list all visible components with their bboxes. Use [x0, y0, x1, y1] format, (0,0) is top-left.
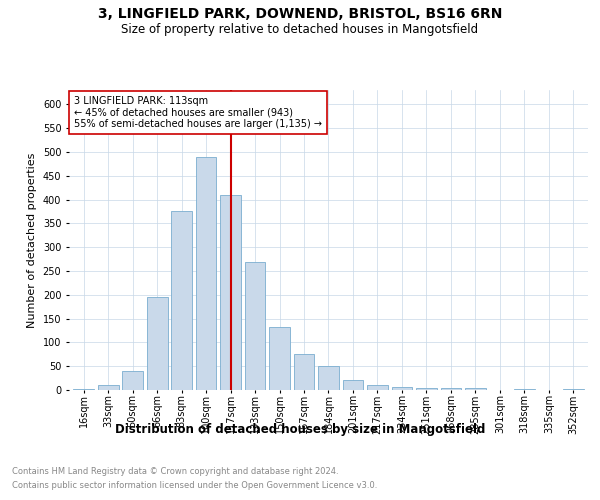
Y-axis label: Number of detached properties: Number of detached properties: [27, 152, 37, 328]
Bar: [122, 371, 143, 390]
Text: Size of property relative to detached houses in Mangotsfield: Size of property relative to detached ho…: [121, 22, 479, 36]
Bar: [416, 388, 437, 390]
Bar: [245, 262, 265, 390]
Text: Contains HM Land Registry data © Crown copyright and database right 2024.: Contains HM Land Registry data © Crown c…: [12, 468, 338, 476]
Bar: [318, 366, 339, 390]
Bar: [465, 388, 486, 390]
Bar: [220, 195, 241, 390]
Bar: [563, 388, 584, 390]
Bar: [514, 388, 535, 390]
Bar: [73, 388, 94, 390]
Bar: [440, 388, 461, 390]
Bar: [147, 297, 167, 390]
Bar: [269, 326, 290, 390]
Text: Contains public sector information licensed under the Open Government Licence v3: Contains public sector information licen…: [12, 481, 377, 490]
Bar: [98, 385, 119, 390]
Bar: [343, 380, 364, 390]
Bar: [196, 156, 217, 390]
Text: 3, LINGFIELD PARK, DOWNEND, BRISTOL, BS16 6RN: 3, LINGFIELD PARK, DOWNEND, BRISTOL, BS1…: [98, 8, 502, 22]
Text: 3 LINGFIELD PARK: 113sqm
← 45% of detached houses are smaller (943)
55% of semi-: 3 LINGFIELD PARK: 113sqm ← 45% of detach…: [74, 96, 322, 129]
Text: Distribution of detached houses by size in Mangotsfield: Distribution of detached houses by size …: [115, 422, 485, 436]
Bar: [392, 387, 412, 390]
Bar: [367, 385, 388, 390]
Bar: [171, 212, 192, 390]
Bar: [293, 354, 314, 390]
